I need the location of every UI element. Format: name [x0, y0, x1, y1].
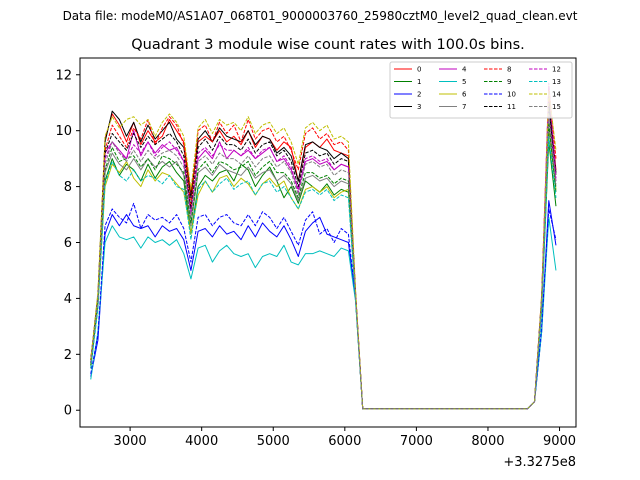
series-line-14 — [90, 91, 557, 410]
y-tick-label: 0 — [64, 404, 72, 419]
x-tick-label: 3000 — [114, 434, 147, 449]
legend-label-10: 10 — [507, 91, 516, 99]
y-tick-label: 10 — [55, 124, 72, 139]
series-line-7 — [90, 124, 557, 410]
y-tick-label: 8 — [64, 180, 72, 195]
series-line-2 — [90, 200, 557, 410]
x-tick-label: 7000 — [400, 434, 433, 449]
legend-label-15: 15 — [552, 103, 561, 111]
x-tick-label: 8000 — [471, 434, 504, 449]
chart-title: Quadrant 3 module wise count rates with … — [131, 37, 525, 53]
legend-label-12: 12 — [552, 66, 561, 74]
series-line-3 — [90, 102, 557, 410]
series-line-9 — [90, 121, 557, 410]
legend-label-6: 6 — [462, 91, 467, 99]
legend-label-1: 1 — [417, 78, 421, 86]
series-line-8 — [90, 85, 557, 410]
legend-label-4: 4 — [462, 66, 467, 74]
series-line-0 — [90, 96, 557, 410]
x-tick-label: 9000 — [543, 434, 576, 449]
series-line-15 — [90, 113, 557, 410]
legend-label-8: 8 — [507, 66, 511, 74]
chart-suptitle: Data file: modeM0/AS1A07_068T01_90000037… — [63, 9, 578, 23]
legend-box — [389, 61, 573, 119]
x-tick-label: 6000 — [328, 434, 361, 449]
series-line-11 — [90, 105, 557, 410]
y-axis: 0 2 4 6 8 10 12 — [55, 68, 80, 419]
x-axis-offset-label: +3.3275e8 — [503, 455, 576, 470]
legend-label-9: 9 — [507, 78, 511, 86]
series-line-6 — [90, 130, 557, 410]
legend-label-5: 5 — [462, 78, 466, 86]
series-layer — [90, 82, 557, 410]
legend-label-0: 0 — [417, 66, 421, 74]
legend-label-11: 11 — [507, 103, 516, 111]
x-tick-label: 5000 — [257, 434, 290, 449]
x-tick-label: 4000 — [185, 434, 218, 449]
series-line-5 — [90, 216, 557, 410]
series-line-10 — [90, 202, 557, 410]
x-axis: 3000 4000 5000 6000 7000 8000 9000 — [114, 427, 576, 449]
y-tick-label: 4 — [64, 292, 72, 307]
legend-label-2: 2 — [417, 91, 421, 99]
series-line-13 — [90, 135, 557, 410]
series-line-12 — [90, 82, 557, 410]
y-tick-label: 6 — [64, 236, 72, 251]
y-tick-label: 12 — [55, 68, 72, 83]
legend-label-7: 7 — [462, 103, 466, 111]
series-line-4 — [90, 110, 557, 410]
legend-label-14: 14 — [552, 91, 561, 99]
legend-label-13: 13 — [552, 78, 561, 86]
legend-label-3: 3 — [417, 103, 421, 111]
y-tick-label: 2 — [64, 348, 72, 363]
